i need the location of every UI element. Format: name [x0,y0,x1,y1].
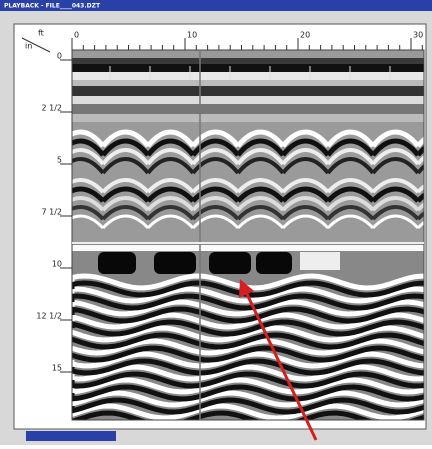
reflection [72,293,424,311]
band [72,96,424,104]
band [72,64,424,72]
reflection [72,312,424,330]
reflection [72,306,424,324]
reflection [72,384,424,402]
white-band [300,252,340,270]
title-bar [0,0,432,11]
band [72,104,424,114]
reflection [72,390,424,408]
reflection [72,358,424,376]
reflection [72,410,424,420]
reflection [72,129,424,148]
reflection [72,345,424,363]
reflection [72,178,424,194]
distance-label: 30 [413,31,423,40]
depth-label: 2 1/2 [41,104,62,113]
distance-unit: ft [38,29,44,38]
reflection [72,403,424,420]
distance-label: 0 [74,31,79,40]
arrow-shaft [244,291,318,441]
reflection [72,371,424,389]
reflection [72,148,424,166]
depth-label: 15 [52,364,62,373]
reflection [72,377,424,395]
target-reflection [98,252,136,274]
reflection [72,196,424,212]
reflection [72,397,424,415]
window-title: PLAYBACK - FILE____043.DZT [4,3,101,10]
reflection [72,186,424,203]
reflection [72,138,424,157]
band [72,58,424,64]
scroll-bar [26,431,116,441]
reflection [72,319,424,337]
arrow-head [239,279,254,298]
band [72,86,424,96]
depth-label: 10 [52,260,62,269]
distance-label: 10 [187,31,197,40]
depth-unit: in [25,42,32,51]
target-reflection [154,252,196,274]
band [72,72,424,80]
band [72,80,424,86]
axis-ticks: 0 10 20 30 0 2 1/2 5 7 1/2 10 12 1/2 15 [36,31,423,373]
distance-label: 20 [300,31,310,40]
reflection [72,214,424,230]
target-reflection [256,252,292,274]
plot-border [71,49,425,421]
reflection [72,157,424,175]
depth-label: 0 [57,52,62,61]
radargram [72,50,424,420]
depth-label: 5 [57,156,62,165]
white-band [72,245,424,251]
reflection [72,325,424,343]
band [72,114,424,122]
reflection [72,338,424,356]
depth-label: 7 1/2 [41,208,62,217]
target-reflection [209,252,251,274]
reflection [72,364,424,382]
reflection [72,205,424,221]
corner-divider [21,37,51,53]
reflection [72,351,424,369]
reflection [72,286,424,304]
reflection [72,299,424,317]
reflection [72,332,424,350]
depth-label: 12 1/2 [36,312,62,321]
